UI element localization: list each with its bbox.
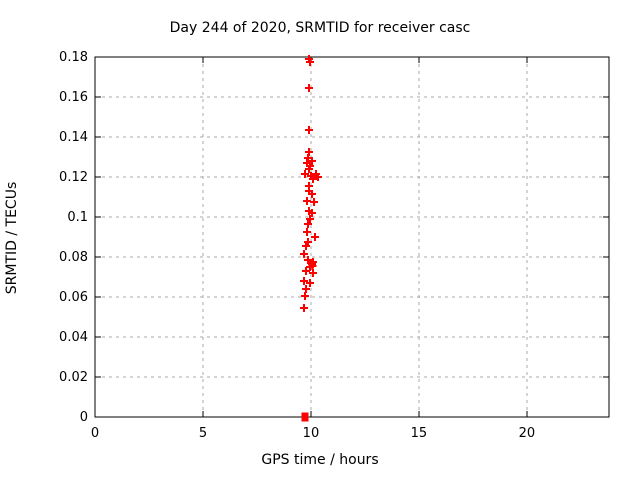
data-point-plus [302,197,311,205]
data-point-plus [305,84,314,92]
x-tick-label: 5 [198,426,208,441]
data-point-plus [305,148,314,156]
y-tick-label: 0.02 [59,370,88,385]
data-point-plus [300,304,309,312]
x-tick-label: 10 [302,426,320,441]
data-point-plus [308,175,317,183]
data-point-plus [311,233,320,241]
y-tick-label: 0.04 [59,330,88,345]
data-point-plus [308,209,317,217]
data-point-plus [305,263,314,271]
data-point-square [301,412,309,422]
y-tick-label: 0 [79,410,88,425]
data-point-plus [305,215,314,223]
data-point-plus [305,58,314,66]
x-tick-label: 0 [90,426,100,441]
y-tick-label: 0.12 [59,170,88,185]
data-point-plus [300,277,309,285]
data-point-plus [308,190,317,198]
y-tick-label: 0.18 [59,50,88,65]
y-tick-label: 0.06 [59,290,88,305]
data-point-plus [303,256,312,264]
data-point-plus [308,269,317,277]
x-tick-label: 15 [410,426,428,441]
plot-border [94,56,610,418]
x-axis-label: GPS time / hours [261,452,379,468]
data-point-plus [301,267,310,275]
x-tick-label: 20 [518,426,536,441]
data-point-plus [305,126,314,134]
data-point-plus [308,157,317,165]
data-point-plus [302,228,311,236]
data-point-plus [309,198,318,206]
y-tick-label: 0.1 [67,210,88,225]
data-point-plus [300,292,309,300]
data-point-plus [303,154,312,162]
data-point-plus [300,250,309,258]
data-point-plus [313,173,322,181]
data-point-plus [305,165,314,173]
data-point-plus [301,242,310,250]
data-point-plus [300,170,309,178]
y-tick-label: 0.08 [59,250,88,265]
data-point-plus [301,285,310,293]
data-point-plus [305,279,314,287]
chart-title: Day 244 of 2020, SRMTID for receiver cas… [169,20,471,36]
data-point-plus [303,220,312,228]
y-tick-label: 0.16 [59,90,88,105]
y-tick-label: 0.14 [59,130,88,145]
